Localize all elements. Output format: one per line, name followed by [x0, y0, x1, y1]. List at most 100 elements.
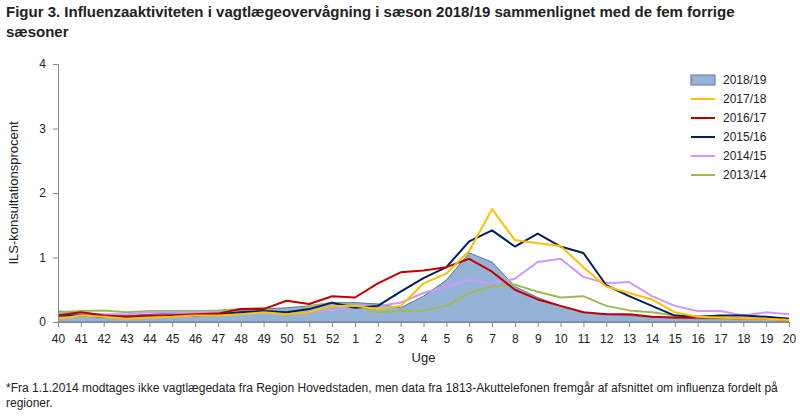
y-axis: 0 1 2 3 4 [39, 57, 58, 329]
legend-item: 2015/16 [691, 130, 767, 144]
x-tick-label: 17 [714, 332, 728, 346]
x-tick-label: 51 [303, 332, 317, 346]
x-tick: 40 [52, 322, 66, 346]
x-tick-mark [149, 322, 150, 327]
series-line [58, 259, 789, 317]
x-tick-mark [104, 322, 105, 327]
y-tick-mark [53, 258, 58, 259]
x-tick: 3 [398, 322, 405, 346]
x-tick-label: 40 [52, 332, 66, 346]
x-tick-mark [127, 322, 128, 327]
x-tick-label: 15 [669, 332, 683, 346]
x-tick-mark [58, 322, 59, 327]
x-tick-mark [332, 322, 333, 327]
x-tick: 8 [512, 322, 519, 346]
x-tick-label: 13 [623, 332, 637, 346]
x-tick-label: 49 [257, 332, 271, 346]
legend-swatch [691, 155, 715, 157]
x-tick: 46 [189, 322, 203, 346]
x-tick-label: 42 [98, 332, 112, 346]
y-tick: 1 [39, 251, 58, 265]
y-tick: 2 [39, 186, 58, 200]
x-tick-label: 11 [578, 332, 591, 346]
x-tick-label: 20 [783, 332, 797, 346]
chart-svg: 0123440414243444546474849505152123456789… [0, 0, 800, 418]
x-tick: 13 [623, 322, 637, 346]
x-axis: 4041424344454647484950515212345678910111… [52, 322, 797, 346]
y-axis-title: ILS-konsultationsprocent [6, 121, 21, 264]
x-tick: 4 [421, 322, 428, 346]
x-tick-label: 9 [535, 332, 542, 346]
series-area [58, 253, 789, 322]
x-tick: 1 [352, 322, 359, 346]
legend-item: 2018/19 [691, 73, 767, 87]
x-tick: 48 [235, 322, 249, 346]
x-tick-label: 12 [600, 332, 614, 346]
x-tick-label: 47 [212, 332, 226, 346]
x-tick-mark [698, 322, 699, 327]
x-tick-mark [652, 322, 653, 327]
x-tick-mark [309, 322, 310, 327]
x-tick: 17 [714, 322, 728, 346]
y-tick-label: 0 [39, 315, 46, 329]
legend-swatch [691, 174, 715, 176]
x-tick-mark [264, 322, 265, 327]
x-tick: 14 [646, 322, 660, 346]
y-tick: 0 [39, 315, 58, 329]
x-tick-mark [492, 322, 493, 327]
y-tick: 4 [39, 57, 58, 71]
x-tick: 44 [143, 322, 157, 346]
x-tick-label: 19 [760, 332, 774, 346]
chart-title: Figur 3. Influenzaaktiviteten i vagtlæge… [6, 2, 766, 42]
plot-area [58, 209, 789, 322]
x-tick-label: 16 [691, 332, 705, 346]
x-tick-label: 44 [143, 332, 157, 346]
y-tick: 3 [39, 122, 58, 136]
x-tick-label: 4 [421, 332, 428, 346]
x-tick-mark [195, 322, 196, 327]
x-tick-label: 45 [166, 332, 180, 346]
x-tick: 42 [98, 322, 112, 346]
x-tick: 18 [737, 322, 751, 346]
x-tick-mark [286, 322, 287, 327]
x-tick: 41 [75, 322, 89, 346]
x-tick: 15 [669, 322, 683, 346]
footnote: *Fra 1.1.2014 modtages ikke vagtlægedata… [6, 381, 786, 411]
y-axis-line [53, 65, 59, 323]
x-tick: 12 [600, 322, 614, 346]
x-tick: 52 [326, 322, 340, 346]
x-tick-label: 43 [120, 332, 134, 346]
x-tick: 7 [489, 322, 496, 346]
x-tick: 50 [280, 322, 294, 346]
series-line [58, 230, 789, 318]
x-tick: 47 [212, 322, 226, 346]
x-tick-mark [629, 322, 630, 327]
x-tick-mark [538, 322, 539, 327]
x-tick: 6 [466, 322, 473, 346]
x-tick: 11 [578, 322, 591, 346]
x-tick-label: 3 [398, 332, 405, 346]
y-tick-label: 4 [39, 57, 46, 71]
legend-swatch [691, 75, 715, 85]
x-tick-label: 5 [444, 332, 451, 346]
legend-label: 2015/16 [723, 130, 767, 144]
x-tick-label: 7 [489, 332, 496, 346]
x-tick: 45 [166, 322, 180, 346]
x-tick: 9 [535, 322, 542, 346]
x-tick-mark [446, 322, 447, 327]
x-tick-mark [583, 322, 584, 327]
y-tick-label: 3 [39, 122, 46, 136]
x-tick-mark [81, 322, 82, 327]
legend-item: 2013/14 [691, 168, 767, 182]
legend-swatch [691, 136, 715, 138]
x-tick-label: 52 [326, 332, 340, 346]
series-line [58, 209, 789, 320]
x-tick-mark [515, 322, 516, 327]
x-tick-mark [766, 322, 767, 327]
x-tick-mark [469, 322, 470, 327]
x-tick-mark [172, 322, 173, 327]
x-tick-mark [606, 322, 607, 327]
x-tick-label: 8 [512, 332, 519, 346]
legend: 2018/192017/182016/172015/162014/152013/… [691, 73, 767, 182]
x-tick: 2 [375, 322, 382, 346]
